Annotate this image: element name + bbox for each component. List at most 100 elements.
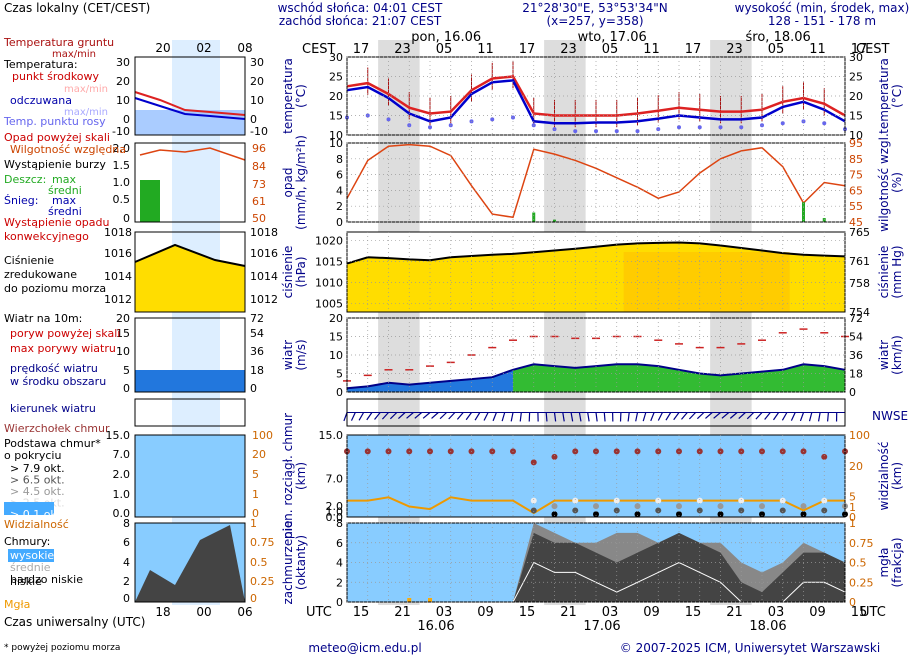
precip-bar [532,212,536,222]
legend-temp-tick: 20 [116,75,130,88]
legend-label: zredukowane [4,268,77,281]
precip-bar [802,202,805,222]
cb-ytick-right: 1 [849,501,856,514]
cb-axis-title-right-line2: (km) [890,462,904,490]
wind-dir-arrow [510,412,514,422]
prec-ytick-left: 4 [336,184,343,197]
legend-label: max/min [64,107,108,118]
legend-label: poryw powyżej skali [10,327,120,340]
utc-hour-label: 03 [768,605,785,620]
wind-dir-arrow [545,412,548,422]
cloud-base-dot [593,503,599,510]
legend-label: o pokryciu [4,449,61,462]
pres-ytick-right: 758 [849,277,870,290]
legend-cb-tick: 1.0 [113,488,131,501]
temp-axis-title-left-line2: (°C) [294,84,308,108]
legend-label: max/min [64,84,108,95]
legend-label: Wilgotność względna [10,143,126,156]
cest-hour-label: 17 [685,42,702,57]
cl-ytick-left: 6 [336,537,343,550]
wind-dir-arrow [826,412,829,422]
legend-clouds-area [135,525,245,602]
legend-utc-hour: 00 [196,605,211,619]
legend-frame [134,522,246,603]
utc-hour-label: 03 [436,605,453,620]
legend-cl-tick: 8 [123,517,130,530]
pres-axis-title-right-line2: (mm Hg) [890,245,904,298]
pres-ytick-right: 761 [849,255,870,268]
day-label-bottom: 18.06 [749,619,786,634]
legend-prec-tick: 1.5 [113,159,131,172]
legend-prec-tick: 0 [123,212,130,225]
temp-axis-title-left: temperatura (°C) [281,58,308,134]
legend-label: Wystąpienie burzy [4,158,106,171]
cloud-base-dot [759,503,765,510]
dew-point-dot [697,125,702,130]
prec-axis-title-left-line1: opad [281,168,295,198]
cloud-top-dot [551,453,558,460]
sunrise-text: wschód słońca: 04:01 CEST [278,1,443,15]
legend-label: Temperatura gruntu [3,36,114,49]
cloud-base-dot [551,511,558,518]
legend-cb-tick: 7.0 [113,448,131,461]
legend-cl-tick: 0 [123,592,130,605]
cest-hour-label: 23 [726,42,743,57]
temp-ytick-right: 20 [849,90,863,103]
cloud-base-dot [738,497,745,504]
wind-dir-arrow [746,412,755,420]
legend-hum-tick: 73 [252,178,266,191]
wind-dir-arrow [448,412,456,420]
wind-dir-arrow [817,412,821,422]
legend-pres-tick-right: 1012 [250,293,278,306]
legend-frame [134,398,246,427]
legend-high-swatch [8,549,54,562]
wind-dir-arrow [350,412,356,421]
cloud-base-dot [800,511,807,518]
utc-label-right: UTC [860,605,886,620]
legend-prec-tick: 1.0 [113,176,131,189]
day-label-bottom: 16.06 [417,619,454,634]
wind-axis-title-left: wiatr (m/s) [281,339,308,370]
cloud-base-dot [655,497,662,504]
wind-dir-arrow [570,412,574,422]
utc-hour-label: 09 [477,605,494,620]
cb-axis-title-left: pion. rozciągł. chmur (km) [281,413,308,539]
cloud-base-dot [800,503,807,510]
wind-dir-arrow [657,412,663,421]
legend-label: Deszcz: [4,173,46,186]
cl-axis-title-right: mgła (frakcja) [877,537,904,587]
wind-dir-arrow [673,412,680,421]
legend-cb-tick: 15.0 [106,429,131,442]
prec-ytick-left: 0 [336,216,343,229]
cloud-base-dot [634,511,641,518]
cb-ytick-right: 5 [849,491,856,504]
legend-frame [134,317,246,393]
footer-email[interactable]: meteo@icm.edu.pl [308,641,421,655]
utc-label-left: UTC [306,605,332,620]
legend-label: Śnieg: [4,194,38,207]
cloud-base-dot [779,497,786,504]
temp-ytick-left: 20 [329,90,343,103]
legend-pressure-line [134,243,246,267]
wind-ytick-right: 18 [849,368,863,381]
legend-temp-tick-right: -10 [250,125,268,138]
legend-wind-tick: 0 [123,382,130,395]
wind-dir-arrow [578,412,582,422]
cb-ytick-left: 1.0 [326,506,344,519]
cb-ytick-left: 2.0 [326,500,344,513]
cl-ytick-left: 4 [336,557,343,570]
legend-label: do poziomu morza [4,282,106,295]
legend-label: Temp. punktu rosy [3,115,106,128]
legend-temp-tick-right: 0 [250,113,257,126]
legend-hum-tick: 84 [252,160,266,173]
wind-ytick-left: 0 [336,386,343,399]
wind-dir-arrow [501,412,506,422]
temp-ytick-left: 25 [329,71,343,84]
cl-ytick-right: 0.75 [849,537,874,550]
legend-temp-tick-right: 10 [250,94,264,107]
prec-ytick-right: 75 [849,169,863,182]
prec-ytick-right: 65 [849,184,863,197]
wind-ytick-right: 54 [849,331,863,344]
cest-hour-label: 23 [560,42,577,57]
legend-label: Czas uniwersalny (UTC) [4,615,145,629]
